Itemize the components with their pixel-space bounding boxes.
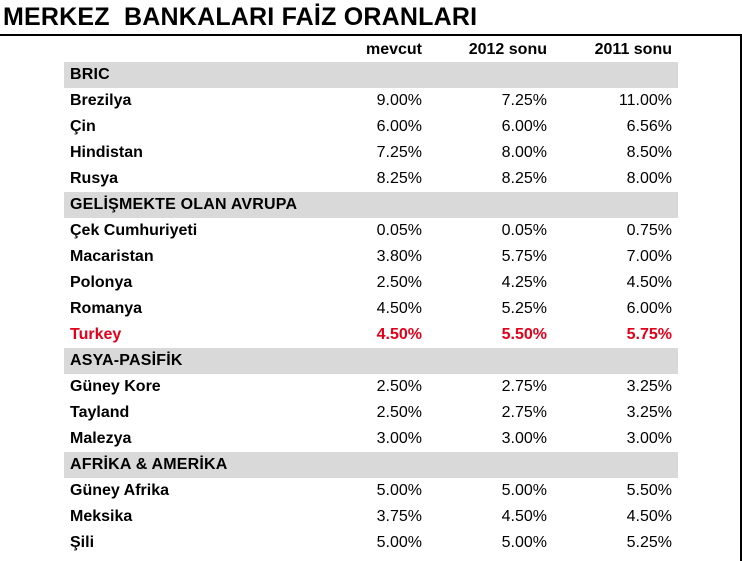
table-row: Meksika 3.75% 4.50% 4.50% bbox=[64, 504, 678, 530]
table-row: Romanya 4.50% 5.25% 6.00% bbox=[64, 296, 678, 322]
country-name: Çek Cumhuriyeti bbox=[70, 222, 198, 239]
rate-value: 5.00% bbox=[376, 534, 422, 551]
group-header-row: ASYA-PASİFİK bbox=[64, 348, 678, 374]
rate-value: 6.00% bbox=[376, 118, 422, 135]
rate-value: 5.00% bbox=[501, 482, 547, 499]
rate-value: 4.50% bbox=[626, 508, 672, 525]
table-row: Hindistan 7.25% 8.00% 8.50% bbox=[64, 140, 678, 166]
rate-value: 4.50% bbox=[376, 300, 422, 317]
rate-value: 8.25% bbox=[501, 170, 547, 187]
country-name: Turkey bbox=[70, 326, 122, 343]
rate-value: 7.25% bbox=[376, 144, 422, 161]
column-header-mevcut: mevcut bbox=[365, 41, 422, 58]
rate-value: 5.50% bbox=[626, 482, 672, 499]
country-name: Romanya bbox=[70, 300, 143, 317]
rate-value: 8.25% bbox=[376, 170, 422, 187]
rate-value: 4.50% bbox=[376, 326, 422, 343]
table-row: Çin 6.00% 6.00% 6.56% bbox=[64, 114, 678, 140]
rate-value: 7.25% bbox=[501, 92, 547, 109]
rate-value: 3.00% bbox=[376, 430, 422, 447]
table-row: Güney Afrika 5.00% 5.00% 5.50% bbox=[64, 478, 678, 504]
rate-value: 2.75% bbox=[501, 378, 547, 395]
rate-value: 4.50% bbox=[501, 508, 547, 525]
rate-value: 7.00% bbox=[626, 248, 672, 265]
rate-value: 5.25% bbox=[501, 300, 547, 317]
table-row: Rusya 8.25% 8.25% 8.00% bbox=[64, 166, 678, 192]
rate-value: 5.75% bbox=[626, 326, 672, 343]
rate-value: 11.00% bbox=[618, 92, 672, 109]
rates-table: mevcut 2012 sonu 2011 sonu BRIC Brezilya 9… bbox=[64, 37, 678, 556]
rate-value: 2.50% bbox=[376, 274, 422, 291]
rate-value: 0.75% bbox=[626, 222, 672, 239]
rate-value: 6.56% bbox=[626, 118, 672, 135]
group-header-row: AFRİKA & AMERİKA bbox=[64, 452, 678, 478]
table-row: Brezilya 9.00% 7.25% 11.00% bbox=[64, 88, 678, 114]
rate-value: 4.25% bbox=[501, 274, 547, 291]
country-name: Brezilya bbox=[70, 92, 132, 109]
rate-value: 6.00% bbox=[626, 300, 672, 317]
rate-value: 2.75% bbox=[501, 404, 547, 421]
rate-value: 4.50% bbox=[626, 274, 672, 291]
rate-value: 0.05% bbox=[501, 222, 547, 239]
rate-value: 6.00% bbox=[501, 118, 547, 135]
rate-value: 3.00% bbox=[626, 430, 672, 447]
rate-value: 3.25% bbox=[626, 378, 672, 395]
table-body: BRIC Brezilya 9.00% 7.25% 11.00% Çin 6.00% 6.00… bbox=[64, 62, 678, 556]
rate-value: 3.80% bbox=[376, 248, 422, 265]
column-header-2011-sonu: 2011 sonu bbox=[594, 41, 672, 58]
rate-value: 5.00% bbox=[376, 482, 422, 499]
rate-value: 2.50% bbox=[376, 378, 422, 395]
rate-value: 0.05% bbox=[376, 222, 422, 239]
rate-value: 3.75% bbox=[376, 508, 422, 525]
rate-value: 5.00% bbox=[501, 534, 547, 551]
group-label: ASYA-PASİFİK bbox=[70, 352, 183, 369]
table-row: Polonya 2.50% 4.25% 4.50% bbox=[64, 270, 678, 296]
rate-value: 3.00% bbox=[501, 430, 547, 447]
group-label: AFRİKA & AMERİKA bbox=[70, 456, 228, 473]
country-name: Güney Kore bbox=[70, 378, 161, 395]
country-name: Rusya bbox=[70, 170, 119, 187]
rate-value: 5.75% bbox=[501, 248, 547, 265]
country-name: Şili bbox=[70, 534, 95, 551]
table-row: Malezya 3.00% 3.00% 3.00% bbox=[64, 426, 678, 452]
table-row: Çek Cumhuriyeti 0.05% 0.05% 0.75% bbox=[64, 218, 678, 244]
column-header-2012-sonu: 2012 sonu bbox=[468, 41, 547, 58]
table-row: Tayland 2.50% 2.75% 3.25% bbox=[64, 400, 678, 426]
country-name: Hindistan bbox=[70, 144, 143, 161]
table-row: Güney Kore 2.50% 2.75% 3.25% bbox=[64, 374, 678, 400]
rate-value: 5.25% bbox=[626, 534, 672, 551]
rate-value: 2.50% bbox=[376, 404, 422, 421]
rate-value: 9.00% bbox=[376, 92, 422, 109]
rate-value: 5.50% bbox=[501, 326, 547, 343]
group-header-row: GELİŞMEKTE OLAN AVRUPA bbox=[64, 192, 678, 218]
group-label: BRIC bbox=[70, 66, 110, 83]
page-title: MERKEZ BANKALARI FAİZ ORANLARI bbox=[0, 0, 742, 36]
rate-value: 3.25% bbox=[626, 404, 672, 421]
table-header-row: mevcut 2012 sonu 2011 sonu bbox=[64, 37, 678, 62]
country-name: Çin bbox=[70, 118, 96, 135]
table-row: Turkey 4.50% 5.50% 5.75% bbox=[64, 322, 678, 348]
rate-value: 8.00% bbox=[626, 170, 672, 187]
country-name: Macaristan bbox=[70, 248, 154, 265]
country-name: Güney Afrika bbox=[70, 482, 169, 499]
country-name: Tayland bbox=[70, 404, 130, 421]
table-row: Şili 5.00% 5.00% 5.25% bbox=[64, 530, 678, 556]
country-name: Meksika bbox=[70, 508, 133, 525]
table-row: Macaristan 3.80% 5.75% 7.00% bbox=[64, 244, 678, 270]
group-label: GELİŞMEKTE OLAN AVRUPA bbox=[70, 196, 298, 213]
right-border bbox=[740, 36, 742, 561]
group-header-row: BRIC bbox=[64, 62, 678, 88]
rate-value: 8.00% bbox=[501, 144, 547, 161]
country-name: Polonya bbox=[70, 274, 133, 291]
rate-value: 8.50% bbox=[626, 144, 672, 161]
country-name: Malezya bbox=[70, 430, 132, 447]
